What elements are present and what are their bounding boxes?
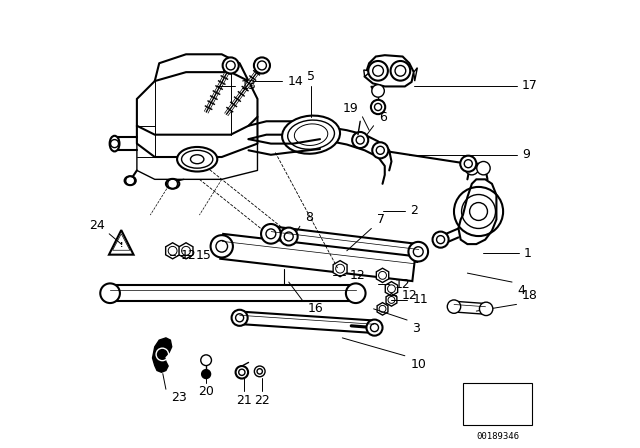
Circle shape: [372, 142, 388, 158]
Polygon shape: [371, 86, 378, 91]
Circle shape: [232, 310, 248, 326]
Text: 16: 16: [307, 302, 323, 315]
Text: 3: 3: [412, 322, 420, 335]
FancyBboxPatch shape: [463, 383, 532, 425]
Text: 15: 15: [196, 249, 212, 262]
Ellipse shape: [125, 176, 136, 185]
Text: 18: 18: [522, 289, 538, 302]
Circle shape: [280, 228, 298, 246]
Circle shape: [254, 366, 265, 377]
Text: 21: 21: [236, 394, 252, 407]
Polygon shape: [152, 338, 172, 372]
Circle shape: [100, 284, 120, 303]
Text: 23: 23: [172, 392, 187, 405]
Circle shape: [254, 57, 270, 73]
Circle shape: [372, 85, 384, 97]
Ellipse shape: [182, 151, 213, 168]
Text: 12: 12: [401, 289, 417, 302]
Circle shape: [352, 132, 368, 148]
Text: 10: 10: [410, 358, 426, 371]
Polygon shape: [376, 268, 388, 283]
Text: 7: 7: [377, 213, 385, 226]
Circle shape: [371, 100, 385, 114]
Text: 24: 24: [89, 219, 105, 232]
Circle shape: [479, 302, 493, 315]
Circle shape: [223, 57, 239, 73]
Circle shape: [367, 319, 383, 336]
Text: 4: 4: [517, 284, 525, 297]
Text: 8: 8: [305, 211, 313, 224]
Circle shape: [408, 242, 428, 262]
Polygon shape: [364, 70, 371, 77]
Circle shape: [201, 355, 211, 366]
Text: 22: 22: [254, 394, 270, 407]
Circle shape: [447, 300, 461, 313]
Circle shape: [346, 284, 365, 303]
Text: !: !: [120, 242, 123, 249]
Text: 12: 12: [395, 278, 410, 291]
Text: 9: 9: [522, 148, 530, 161]
Polygon shape: [166, 243, 180, 259]
Circle shape: [477, 161, 490, 175]
Polygon shape: [479, 396, 489, 406]
Circle shape: [465, 161, 479, 175]
Text: 5: 5: [307, 70, 315, 83]
Polygon shape: [179, 243, 193, 259]
Polygon shape: [458, 179, 497, 244]
Polygon shape: [109, 230, 134, 254]
Ellipse shape: [177, 147, 217, 172]
Text: 00189346: 00189346: [476, 432, 519, 441]
Circle shape: [236, 366, 248, 379]
Circle shape: [211, 235, 233, 258]
Text: 19: 19: [342, 102, 358, 115]
Polygon shape: [377, 302, 388, 315]
Ellipse shape: [166, 179, 179, 189]
Polygon shape: [220, 234, 415, 281]
Polygon shape: [110, 285, 356, 301]
Polygon shape: [270, 226, 419, 262]
Text: 12: 12: [350, 269, 365, 282]
Circle shape: [202, 370, 211, 379]
Polygon shape: [385, 282, 397, 296]
Polygon shape: [333, 261, 347, 277]
Text: 2: 2: [410, 204, 418, 217]
Circle shape: [460, 155, 476, 172]
Ellipse shape: [109, 136, 120, 151]
Polygon shape: [454, 301, 486, 314]
Text: 1: 1: [524, 246, 532, 259]
Text: 20: 20: [198, 385, 214, 398]
Polygon shape: [414, 68, 417, 81]
Polygon shape: [479, 395, 515, 414]
Polygon shape: [137, 72, 257, 135]
Circle shape: [368, 61, 388, 81]
Polygon shape: [239, 311, 374, 333]
Text: 13: 13: [241, 79, 256, 92]
Polygon shape: [365, 55, 414, 86]
Circle shape: [390, 61, 410, 81]
Circle shape: [433, 232, 449, 248]
Polygon shape: [386, 294, 397, 306]
Ellipse shape: [282, 116, 340, 154]
Circle shape: [261, 224, 281, 244]
Text: 11: 11: [412, 293, 428, 306]
Text: 6: 6: [379, 111, 387, 124]
Text: 12: 12: [180, 249, 196, 262]
Text: 14: 14: [287, 74, 303, 88]
Text: 17: 17: [522, 79, 538, 92]
